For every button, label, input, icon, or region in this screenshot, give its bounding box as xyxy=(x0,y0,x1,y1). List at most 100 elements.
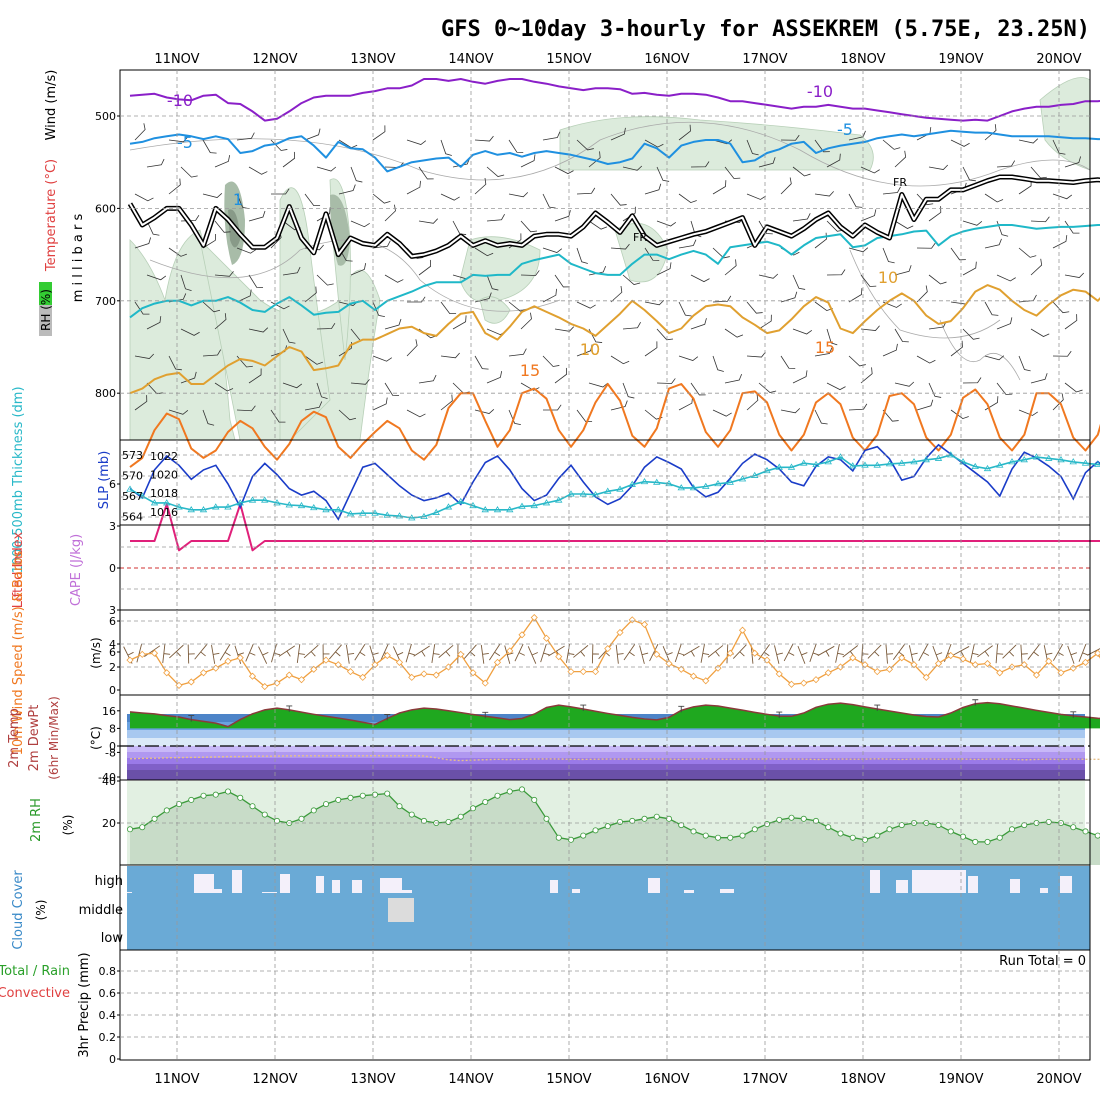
thickness-marker xyxy=(395,512,404,519)
upper-wind-barb xyxy=(746,193,766,200)
upper-wind-barb xyxy=(894,150,907,168)
cloud-gap-high xyxy=(1060,876,1072,893)
wind-speed-marker xyxy=(947,651,955,660)
upper-wind-barb xyxy=(270,188,290,195)
surface-wind-barb xyxy=(662,646,673,664)
surface-wind-barb xyxy=(732,644,747,659)
thickness-marker xyxy=(273,499,281,506)
precip-tick-label: 0.4 xyxy=(99,1009,117,1022)
upper-wind-barb xyxy=(1030,373,1048,384)
cloud-axis-label: Cloud Cover xyxy=(11,870,26,950)
upper-wind-barb xyxy=(950,409,969,420)
wind-speed-marker xyxy=(542,634,551,642)
upper-wind-barb xyxy=(758,382,777,394)
upper-wind-barb xyxy=(134,237,152,249)
rh-marker xyxy=(604,823,611,830)
upper-wind-barb xyxy=(554,367,568,384)
thickness-tick-label: 573 xyxy=(122,449,143,462)
upper-wind-barb xyxy=(758,273,779,279)
millibars-axis-label: m i l l i b a r s xyxy=(71,214,86,303)
upper-wind-barb xyxy=(372,355,393,362)
upper-wind-barb xyxy=(610,127,626,141)
upper-wind-barb xyxy=(882,343,898,357)
surface-wind-barb xyxy=(809,643,820,663)
thickness-marker xyxy=(432,508,440,515)
rh-area xyxy=(130,789,1100,865)
upper-wind-barb xyxy=(996,317,1013,330)
thickness-marker xyxy=(800,459,808,466)
upper-wind-barb xyxy=(440,139,452,156)
rh-marker xyxy=(151,815,158,822)
upper-wind-barb xyxy=(928,164,949,170)
contour-label: -10 xyxy=(807,82,833,101)
thickness-marker xyxy=(1045,454,1053,461)
upper-wind-barb xyxy=(622,382,635,399)
axis-text: 11NOV 11NOV 12NOV 12NOV 13NOV 13NOV 14NOV 14NOV… xyxy=(0,52,1086,1087)
wind-speed-marker xyxy=(910,661,918,669)
upper-wind-barb xyxy=(520,312,532,330)
thickness-marker xyxy=(297,501,306,509)
surface-wind-barb xyxy=(623,644,636,661)
wind-speed-marker xyxy=(591,668,600,676)
upper-wind-barb xyxy=(168,355,182,371)
upper-wind-barb xyxy=(202,301,221,313)
rh-shaded-area xyxy=(559,116,874,171)
thickness-marker xyxy=(714,479,722,487)
surface-wind-barb xyxy=(885,644,894,664)
upper-wind-barb xyxy=(440,352,460,359)
thickness-marker xyxy=(787,463,796,470)
thickness-marker xyxy=(224,503,232,510)
surface-wind-barb xyxy=(514,643,525,662)
upper-wind-barb xyxy=(746,351,766,358)
upper-wind-barb xyxy=(440,301,457,315)
contour-label: 10 xyxy=(878,268,898,287)
upper-wind-barb xyxy=(656,262,672,276)
upper-wind-barb xyxy=(678,193,697,204)
upper-wind-barb xyxy=(678,124,691,141)
rh-marker xyxy=(898,822,905,829)
thickness-marker xyxy=(751,471,759,478)
thickness-marker xyxy=(261,496,269,503)
wind-speed-marker xyxy=(395,658,404,666)
upper-wind-barb xyxy=(792,213,811,222)
wind-speed-marker xyxy=(359,673,367,681)
upper-wind-barb xyxy=(814,409,828,425)
wind-speed-marker xyxy=(726,649,734,657)
upper-wind-barb xyxy=(894,265,912,276)
surface-wind-barb xyxy=(639,645,649,664)
wind-speed-marker xyxy=(248,672,257,680)
wind-speed-marker xyxy=(297,676,306,684)
upper-wind-barb xyxy=(882,247,895,264)
thickness-marker xyxy=(481,506,489,513)
temp-max-marker xyxy=(286,705,293,712)
series-line-thickness xyxy=(129,454,1100,519)
upper-wind-barb xyxy=(860,166,880,174)
cloud-gap-high xyxy=(684,890,694,893)
thickness-marker xyxy=(444,503,453,510)
upper-wind-barb xyxy=(1018,294,1037,303)
rh-marker xyxy=(519,786,526,793)
rh-marker xyxy=(862,836,869,843)
rh-marker xyxy=(653,813,660,820)
surface-wind-barb xyxy=(296,644,305,664)
surface-wind-barb xyxy=(700,644,710,663)
wind-speed-marker xyxy=(861,661,869,669)
date-label-top: 14NOV xyxy=(448,52,493,67)
upper-wind-barb xyxy=(372,125,386,141)
rh-marker xyxy=(641,815,648,822)
upper-wind-barb xyxy=(928,382,942,398)
precip-tick-label: 0.6 xyxy=(99,987,117,1000)
wind-speed-marker xyxy=(996,669,1004,677)
freezing-level-line-inner xyxy=(129,176,1100,258)
rh-marker xyxy=(960,833,967,840)
wind-speed-marker xyxy=(775,670,783,678)
wind-axis-label: Wind (m/s) xyxy=(44,70,59,141)
wind-speed-marker xyxy=(493,658,502,666)
temp-max-marker xyxy=(580,704,587,712)
upper-wind-barb xyxy=(474,355,489,370)
date-label-top: 11NOV xyxy=(154,52,199,67)
lifted-index-axis-label: Lifted Index xyxy=(11,531,26,608)
surface-wind-barb xyxy=(591,644,599,664)
upper-wind-barb xyxy=(916,285,928,303)
rh-marker xyxy=(200,792,207,799)
